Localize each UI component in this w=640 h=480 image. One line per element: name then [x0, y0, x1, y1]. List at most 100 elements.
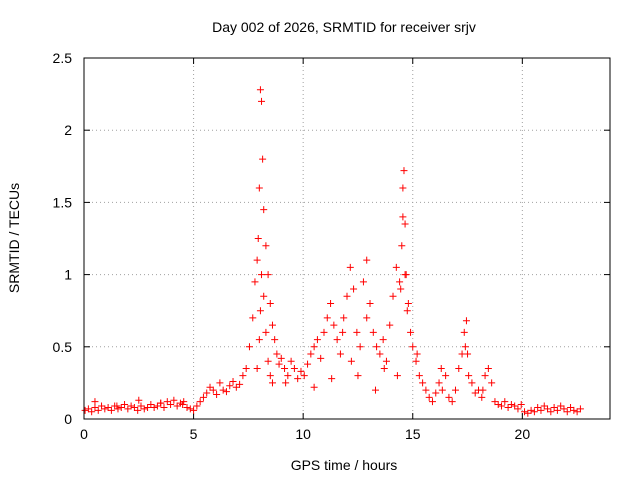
data-point: [397, 285, 405, 293]
data-point: [484, 364, 492, 372]
data-point: [359, 278, 367, 286]
data-point: [491, 398, 499, 406]
data-point: [379, 336, 387, 344]
x-tick-label: 20: [515, 426, 531, 442]
data-point: [393, 372, 401, 380]
data-point: [264, 357, 272, 365]
data-point: [294, 375, 302, 383]
data-point: [284, 372, 292, 380]
data-point: [180, 398, 188, 406]
data-point: [498, 402, 506, 410]
data-point: [113, 402, 121, 410]
data-point: [300, 372, 308, 380]
data-point: [160, 403, 168, 411]
data-point: [260, 206, 268, 214]
data-point: [190, 406, 198, 414]
data-point: [438, 386, 446, 394]
data-point: [245, 343, 253, 351]
data-point: [262, 242, 270, 250]
data-point: [186, 405, 194, 413]
data-point: [547, 408, 555, 416]
data-point: [127, 402, 135, 410]
data-point: [273, 350, 281, 358]
data-point: [488, 379, 496, 387]
data-point: [328, 375, 336, 383]
x-tick-label: 10: [295, 426, 311, 442]
data-point: [310, 383, 318, 391]
data-point: [511, 402, 519, 410]
data-point: [442, 372, 450, 380]
data-point: [570, 406, 578, 414]
data-point: [553, 406, 561, 414]
data-point: [419, 379, 427, 387]
data-point: [432, 389, 440, 397]
data-point: [124, 405, 132, 413]
data-point: [413, 350, 421, 358]
data-point: [258, 97, 266, 105]
data-point: [403, 307, 411, 315]
data-point: [560, 405, 568, 413]
data-point: [260, 292, 268, 300]
data-point: [222, 388, 230, 396]
data-point: [140, 405, 148, 413]
data-point: [88, 408, 96, 416]
data-point: [380, 364, 388, 372]
data-point: [114, 405, 122, 413]
data-point: [461, 343, 469, 351]
y-tick-label: 0.5: [53, 339, 73, 355]
data-point: [401, 271, 409, 279]
data-point: [544, 405, 552, 413]
data-point: [281, 364, 289, 372]
data-point: [534, 403, 542, 411]
data-point: [407, 328, 415, 336]
y-tick-label: 2.5: [53, 50, 73, 66]
data-point: [356, 343, 364, 351]
data-point: [415, 372, 423, 380]
data-point: [94, 406, 102, 414]
data-point: [179, 401, 187, 409]
data-point: [392, 263, 400, 271]
data-point: [347, 357, 355, 365]
data-point: [264, 271, 272, 279]
data-point: [251, 278, 259, 286]
data-point: [527, 406, 535, 414]
data-point: [313, 336, 321, 344]
data-point: [460, 328, 468, 336]
data-point: [471, 389, 479, 397]
data-point: [363, 314, 371, 322]
data-point: [256, 307, 264, 315]
data-point: [353, 328, 361, 336]
data-point: [183, 403, 191, 411]
data-point: [340, 314, 348, 322]
data-point: [514, 405, 522, 413]
data-point: [253, 364, 261, 372]
data-point: [537, 406, 545, 414]
data-point: [134, 406, 142, 414]
data-point: [530, 408, 538, 416]
data-point: [400, 167, 408, 175]
data-point: [507, 401, 515, 409]
data-point: [107, 406, 115, 414]
data-point: [376, 350, 384, 358]
x-tick-label: 5: [190, 426, 198, 442]
data-point: [239, 372, 247, 380]
data-point: [135, 396, 143, 404]
data-point: [563, 408, 571, 416]
data-point: [242, 364, 250, 372]
data-point: [576, 405, 584, 413]
data-point: [310, 343, 318, 351]
data-point: [373, 343, 381, 351]
data-point: [256, 86, 264, 94]
data-point: [455, 364, 463, 372]
y-tick-label: 1.5: [53, 194, 73, 210]
data-point: [354, 372, 362, 380]
data-point: [524, 409, 532, 417]
data-point: [268, 321, 276, 329]
x-tick-label: 0: [80, 426, 88, 442]
data-point: [396, 278, 404, 286]
data-point: [327, 299, 335, 307]
data-point: [350, 285, 358, 293]
data-point: [445, 393, 453, 401]
data-point: [236, 380, 244, 388]
data-point: [193, 402, 201, 410]
